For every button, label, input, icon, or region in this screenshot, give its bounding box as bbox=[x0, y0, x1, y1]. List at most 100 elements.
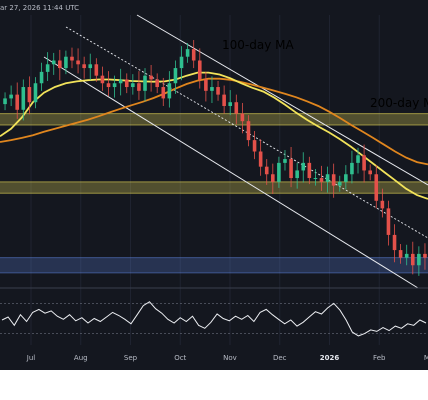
channel-upper-line bbox=[136, 14, 428, 186]
candle-body bbox=[27, 87, 32, 103]
candle-body bbox=[45, 64, 50, 72]
candle-body bbox=[331, 174, 336, 186]
rsi-line bbox=[1, 301, 427, 337]
x-tick-label: Feb bbox=[373, 354, 386, 362]
candle-body bbox=[264, 166, 269, 175]
candle-body bbox=[100, 75, 105, 84]
x-tick-label: Aug bbox=[74, 354, 88, 362]
candle-body bbox=[173, 68, 178, 84]
candle-body bbox=[423, 253, 427, 258]
candle-body bbox=[88, 64, 93, 69]
candle-body bbox=[39, 71, 44, 84]
candle-body bbox=[155, 79, 159, 88]
candle-body bbox=[161, 87, 166, 99]
candle-body bbox=[307, 162, 312, 179]
candle-body bbox=[228, 102, 233, 106]
candle-body bbox=[252, 140, 257, 152]
candle-body bbox=[179, 56, 184, 69]
candle-body bbox=[137, 83, 141, 91]
candle-body bbox=[131, 83, 135, 88]
candle-body bbox=[76, 60, 80, 65]
ma-labels: 100-day MA 200-day M bbox=[222, 38, 428, 110]
candle-body bbox=[319, 178, 324, 182]
candle-body bbox=[246, 121, 251, 141]
x-tick-label: Dec bbox=[273, 354, 287, 362]
candle-body bbox=[191, 49, 196, 61]
zone-resistance-0 bbox=[0, 113, 428, 125]
candle-body bbox=[362, 155, 366, 171]
candle-body bbox=[271, 174, 275, 182]
candle-body bbox=[51, 60, 56, 65]
moving-averages bbox=[0, 71, 428, 200]
horizontal-zones bbox=[0, 113, 428, 274]
price-chart: 100-day MA 200-day M Jul Aug Sep Oct Nov Dec 2… bbox=[0, 14, 428, 370]
zone-support-2 bbox=[0, 257, 428, 273]
candle-body bbox=[368, 170, 372, 175]
candle-body bbox=[21, 87, 26, 110]
candle-body bbox=[386, 208, 391, 235]
x-tick-label: Nov bbox=[223, 354, 237, 362]
timestamp-text: ar 27, 2026 11:44 UTC bbox=[0, 4, 80, 12]
candle-body bbox=[325, 174, 330, 182]
x-tick-label: Jul bbox=[26, 354, 36, 362]
candles bbox=[3, 40, 427, 276]
candle-body bbox=[374, 174, 379, 201]
candle-body bbox=[210, 87, 214, 91]
candle-body bbox=[344, 174, 348, 182]
candle-body bbox=[380, 200, 385, 209]
candle-body bbox=[149, 75, 153, 80]
x-axis: Jul Aug Sep Oct Nov Dec 2026 Feb Ma bbox=[26, 354, 428, 362]
candle-body bbox=[58, 60, 62, 69]
candle-body bbox=[143, 75, 147, 91]
header-bar: ar 27, 2026 11:44 UTC bbox=[0, 0, 428, 15]
x-tick-label: 2026 bbox=[320, 354, 340, 362]
candle-body bbox=[313, 178, 318, 180]
candle-body bbox=[3, 98, 7, 105]
candle-body bbox=[295, 170, 299, 179]
candle-body bbox=[185, 49, 190, 57]
bottom-margin bbox=[0, 370, 428, 400]
rsi-pane bbox=[0, 301, 428, 337]
ma100-line bbox=[0, 71, 428, 200]
x-tick-label: Oct bbox=[174, 354, 186, 362]
candle-body bbox=[301, 162, 306, 171]
label-200-day-ma: 200-day M bbox=[370, 96, 428, 110]
x-tick-label: Ma bbox=[424, 354, 428, 362]
candle-body bbox=[392, 234, 397, 251]
candle-body bbox=[258, 151, 263, 167]
label-100-day-ma: 100-day MA bbox=[222, 38, 294, 52]
candle-body bbox=[9, 94, 13, 99]
candle-body bbox=[404, 253, 409, 258]
ma200-line bbox=[0, 77, 428, 166]
candle-body bbox=[124, 79, 129, 88]
candle-body bbox=[356, 155, 360, 163]
candle-body bbox=[283, 159, 287, 163]
candle-body bbox=[167, 83, 172, 99]
candle-body bbox=[350, 162, 354, 175]
candle-body bbox=[197, 60, 202, 80]
candle-body bbox=[417, 253, 421, 266]
candle-body bbox=[15, 94, 20, 110]
candle-body bbox=[64, 56, 68, 69]
candle-body bbox=[277, 162, 281, 182]
candle-body bbox=[289, 159, 293, 179]
zone-support-1 bbox=[0, 181, 428, 194]
candle-body bbox=[112, 83, 117, 88]
candle-body bbox=[337, 181, 342, 186]
candle-body bbox=[240, 113, 245, 122]
candle-body bbox=[216, 87, 220, 95]
candle-body bbox=[94, 64, 99, 76]
candle-body bbox=[410, 253, 415, 266]
x-tick-label: Sep bbox=[124, 354, 138, 362]
channel-lower-line bbox=[43, 56, 419, 289]
candle-body bbox=[106, 83, 111, 88]
candle-body bbox=[398, 250, 403, 258]
candle-body bbox=[222, 94, 226, 106]
candle-body bbox=[82, 64, 86, 69]
candle-body bbox=[70, 56, 74, 61]
candle-body bbox=[234, 102, 239, 114]
candle-body bbox=[118, 79, 123, 84]
gridlines bbox=[30, 15, 380, 345]
candle-body bbox=[204, 79, 208, 91]
